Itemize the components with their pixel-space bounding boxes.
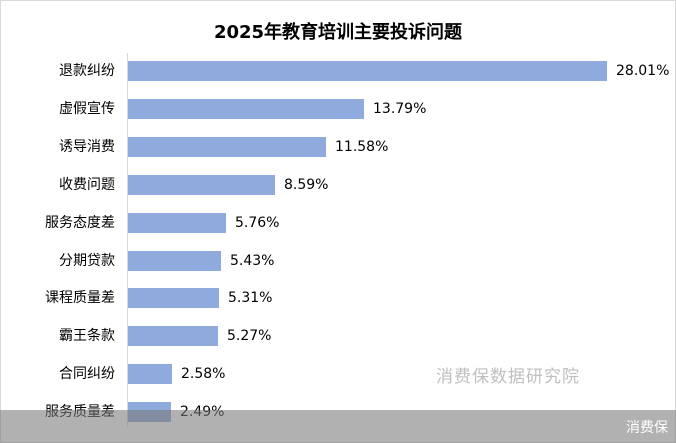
bar-row: 退款纠纷 28.01% (1, 61, 676, 81)
bar-row: 分期贷款 5.43% (1, 251, 676, 271)
category-label: 服务态度差 (45, 215, 115, 231)
value-label: 8.59% (284, 177, 329, 193)
category-label: 课程质量差 (45, 290, 115, 306)
footer-brand: 消费保 (626, 420, 668, 436)
value-label: 13.79% (373, 101, 427, 117)
bar (128, 213, 226, 233)
footer-bar: 消费保 (0, 410, 676, 443)
bar (128, 251, 221, 271)
category-label: 虚假宣传 (59, 101, 115, 117)
category-axis-line (127, 53, 128, 427)
bar (128, 61, 607, 81)
value-label: 5.43% (230, 253, 275, 269)
chart-title: 2025年教育培训主要投诉问题 (213, 22, 463, 43)
bar (128, 364, 172, 384)
value-label: 5.76% (235, 215, 280, 231)
bar-row: 虚假宣传 13.79% (1, 99, 676, 119)
category-label: 收费问题 (59, 177, 115, 193)
category-label: 退款纠纷 (59, 63, 115, 79)
bar (128, 326, 218, 346)
bar-row: 服务态度差 5.76% (1, 213, 676, 233)
value-label: 5.27% (227, 328, 272, 344)
bar (128, 137, 326, 157)
value-label: 5.31% (228, 290, 273, 306)
value-label: 28.01% (616, 63, 670, 79)
category-label: 分期贷款 (59, 253, 115, 269)
bar-row: 课程质量差 5.31% (1, 288, 676, 308)
bar-row: 收费问题 8.59% (1, 175, 676, 195)
bar (128, 288, 219, 308)
value-label: 11.58% (335, 139, 389, 155)
watermark: 消费保数据研究院 (436, 367, 580, 387)
value-label: 2.58% (181, 366, 226, 382)
bar (128, 175, 275, 195)
bar-row: 霸王条款 5.27% (1, 326, 676, 346)
bar-row: 诱导消费 11.58% (1, 137, 676, 157)
category-label: 霸王条款 (59, 328, 115, 344)
category-label: 合同纠纷 (59, 366, 115, 382)
category-label: 诱导消费 (59, 139, 115, 155)
bar-row: 合同纠纷 2.58% (1, 364, 676, 384)
bar (128, 99, 364, 119)
